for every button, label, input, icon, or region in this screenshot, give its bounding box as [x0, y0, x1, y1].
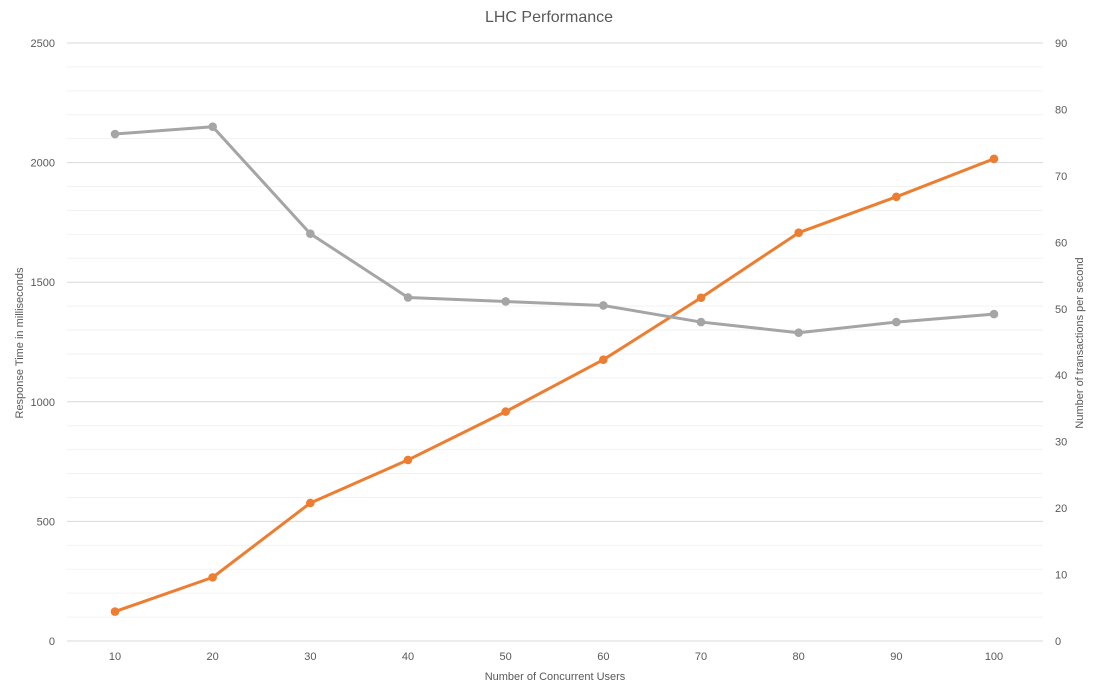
response-time-point [208, 573, 217, 582]
x-tick-label: 20 [207, 651, 219, 663]
right-y-tick-label: 90 [1055, 38, 1067, 50]
left-y-tick-label: 1000 [31, 397, 55, 409]
transactions-point [599, 301, 608, 310]
x-tick-label: 70 [695, 651, 707, 663]
x-tick-label: 80 [793, 651, 805, 663]
x-tick-label: 40 [402, 651, 414, 663]
series-lines [110, 122, 999, 616]
chart-title: LHC Performance [485, 9, 613, 26]
x-tick-label: 10 [109, 651, 121, 663]
right-y-tick-label: 30 [1055, 437, 1067, 449]
response-time-point [306, 498, 315, 508]
x-tick-label: 50 [500, 651, 512, 663]
response-time-point [599, 355, 608, 365]
response-time-point [696, 293, 706, 303]
left-y-axis-title: Response Time in milliseconds [14, 267, 26, 419]
right-y-tick-label: 50 [1055, 304, 1067, 316]
transactions-point [794, 328, 803, 337]
right-y-tick-label: 60 [1055, 237, 1067, 249]
x-tick-label: 90 [890, 651, 902, 663]
transactions-point [110, 129, 120, 139]
right-y-tick-label: 70 [1055, 171, 1067, 183]
response-time-point [892, 192, 901, 202]
x-tick-label: 30 [304, 651, 316, 663]
transactions-point [403, 293, 413, 302]
transactions-point [306, 229, 315, 238]
x-tick-label: 60 [597, 651, 609, 663]
gridlines [67, 42, 1043, 642]
right-y-tick-label: 10 [1055, 570, 1067, 582]
transactions-point [208, 122, 217, 132]
right-y-tick-label: 20 [1055, 503, 1067, 515]
response-time-point [110, 607, 120, 616]
transactions-point [696, 317, 706, 327]
response-time-point [794, 228, 803, 237]
axes: 0 500 1000 1500 2000 2500 0 10 20 30 40 50 60 70 80 90 1… [31, 38, 1068, 663]
right-y-tick-label: 40 [1055, 370, 1067, 382]
transactions-point [501, 297, 510, 306]
transactions-point [892, 317, 901, 327]
left-y-tick-label: 2500 [31, 38, 55, 50]
right-y-tick-label: 80 [1055, 104, 1067, 116]
left-y-tick-label: 0 [49, 636, 55, 648]
right-y-axis-title: Number of transactions per second [1074, 257, 1086, 428]
left-y-tick-label: 500 [37, 516, 55, 528]
x-axis-title: Number of Concurrent Users [485, 671, 626, 683]
response-time-point [403, 455, 413, 465]
right-y-tick-label: 0 [1055, 636, 1061, 648]
left-y-tick-label: 2000 [31, 158, 55, 170]
transactions-point [989, 309, 999, 319]
left-y-tick-label: 1500 [31, 277, 55, 289]
response-time-series-line [113, 157, 996, 614]
transactions-series-line [113, 125, 996, 335]
x-tick-label: 100 [985, 651, 1003, 663]
response-time-point [989, 154, 999, 164]
response-time-point [501, 407, 510, 416]
